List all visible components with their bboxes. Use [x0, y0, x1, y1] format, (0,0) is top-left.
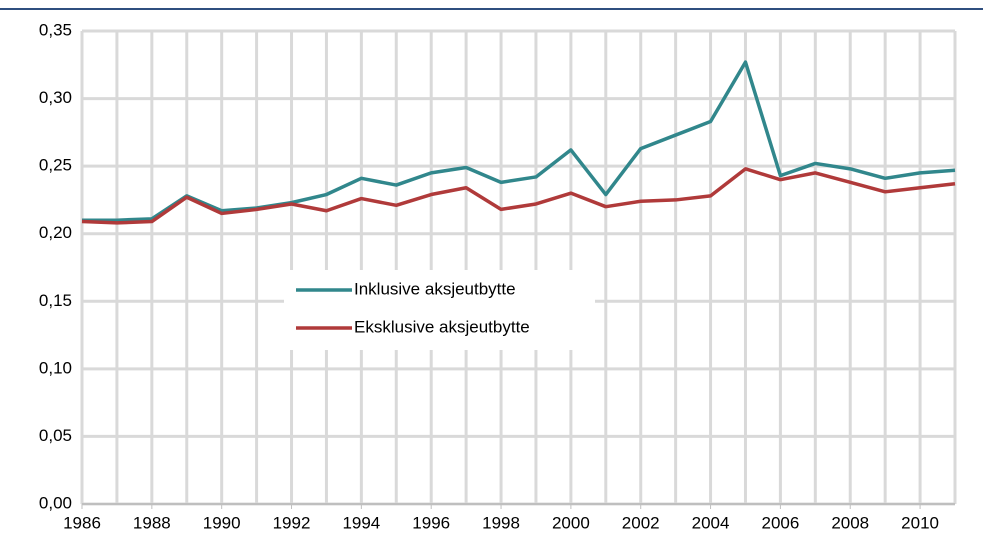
y-tick-label: 0,30	[39, 88, 72, 107]
x-tick-label: 2008	[831, 513, 869, 532]
y-tick-label: 0,10	[39, 358, 72, 377]
x-tick-label: 1998	[482, 513, 520, 532]
series-line	[82, 60, 956, 222]
x-tick-label: 1992	[273, 513, 311, 532]
grid	[80, 29, 957, 506]
y-tick-label: 0,05	[39, 426, 72, 445]
x-tick-label: 1994	[342, 513, 380, 532]
series-line	[81, 167, 956, 225]
legend-box	[284, 270, 595, 350]
x-tick-label: 2002	[622, 513, 660, 532]
x-tick-label: 2004	[692, 513, 730, 532]
x-tick-label: 1990	[203, 513, 241, 532]
x-tick-label: 2006	[761, 513, 799, 532]
y-tick-label: 0,20	[39, 223, 72, 242]
plot	[81, 60, 956, 225]
y-tick-label: 0,25	[39, 156, 72, 175]
x-tick-label: 2010	[901, 513, 939, 532]
x-tick-label: 1996	[412, 513, 450, 532]
y-tick-label: 0,35	[39, 20, 72, 39]
y-tick-label: 0,00	[39, 493, 72, 512]
x-tick-label: 2000	[552, 513, 590, 532]
legend-label: Eksklusive aksjeutbytte	[354, 317, 530, 336]
legend: Inklusive aksjeutbytte Eksklusive aksjeut…	[284, 270, 595, 350]
y-tick-label: 0,15	[39, 291, 72, 310]
legend-label: Inklusive aksjeutbytte	[354, 279, 516, 298]
x-tick-label: 1986	[63, 513, 101, 532]
x-tick-label: 1988	[133, 513, 171, 532]
